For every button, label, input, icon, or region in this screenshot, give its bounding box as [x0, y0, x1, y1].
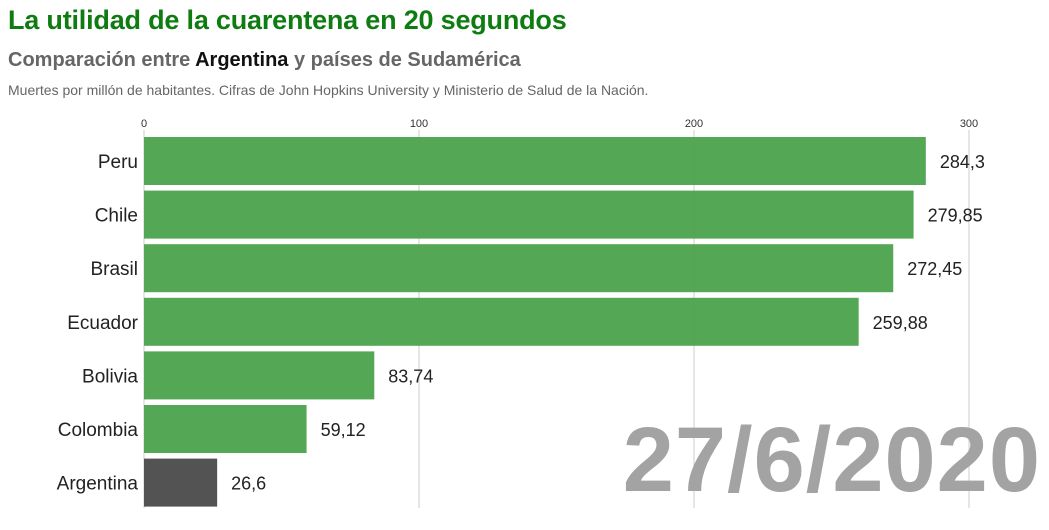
x-tick-label: 100: [410, 118, 428, 130]
category-label: Colombia: [58, 420, 139, 441]
date-label: 27/6/2020: [622, 409, 1041, 511]
subtitle-suffix: y países de Sudamérica: [288, 49, 521, 71]
value-labels: 284,3 279,85 272,45 259,88 83,74 59,12 26,6: [231, 152, 985, 494]
value-label: 83,74: [388, 366, 433, 386]
category-label: Peru: [98, 152, 138, 173]
category-label: Argentina: [57, 474, 139, 495]
subtitle-highlight: Argentina: [195, 49, 289, 71]
category-label: Chile: [95, 206, 138, 227]
value-label: 272,45: [907, 259, 962, 279]
x-tick-label: 200: [685, 118, 703, 130]
value-label: 284,3: [940, 152, 985, 172]
category-label: Ecuador: [67, 313, 138, 334]
bars: [144, 137, 926, 507]
chart-note: Muertes por millón de habitantes. Cifras…: [8, 82, 649, 98]
bar-peru: [144, 137, 926, 185]
bar-argentina: [144, 458, 218, 507]
value-label: 279,85: [928, 206, 983, 226]
bar-colombia: [144, 405, 307, 453]
x-tick-label: 300: [960, 118, 978, 130]
category-label: Brasil: [90, 259, 138, 280]
value-label: 259,88: [873, 313, 928, 333]
category-labels: Peru Chile Brasil Ecuador Bolivia Colombia Arg…: [57, 152, 139, 495]
bar-chile: [144, 190, 914, 239]
bar-bolivia: [144, 351, 375, 400]
x-axis-ticks: 0 100 200 300: [141, 118, 978, 130]
value-label: 59,12: [321, 420, 366, 440]
chart-title: La utilidad de la cuarentena en 20 segun…: [8, 5, 567, 35]
bar-ecuador: [144, 297, 859, 346]
x-tick-label: 0: [141, 118, 147, 130]
chart-subtitle: Comparación entre Argentina y países de …: [8, 49, 521, 72]
bar-brasil: [144, 244, 894, 293]
subtitle-prefix: Comparación entre: [8, 49, 196, 71]
category-label: Bolivia: [82, 366, 138, 387]
value-label: 26,6: [231, 474, 266, 494]
